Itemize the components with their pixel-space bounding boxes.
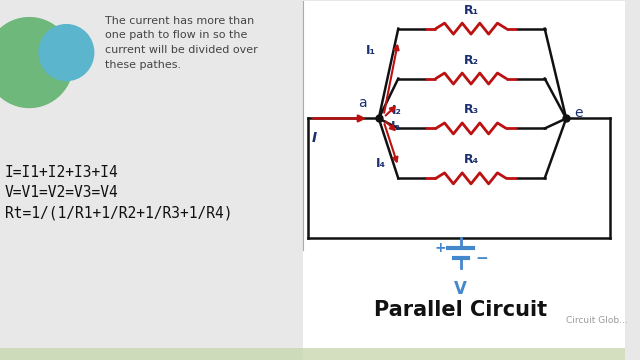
Text: e: e xyxy=(574,107,582,121)
Text: Parallel Circuit: Parallel Circuit xyxy=(374,300,547,320)
Text: V: V xyxy=(454,280,467,298)
Text: I=I1+I2+I3+I4: I=I1+I2+I3+I4 xyxy=(5,165,118,180)
Text: a: a xyxy=(358,96,367,111)
Text: V=V1=V2=V3=V4: V=V1=V2=V3=V4 xyxy=(5,185,118,200)
Text: −: − xyxy=(476,251,488,266)
Text: R₃: R₃ xyxy=(463,103,479,117)
Text: I: I xyxy=(312,131,317,145)
Circle shape xyxy=(39,24,93,81)
Text: +: + xyxy=(435,241,446,255)
Text: I₁: I₁ xyxy=(366,44,376,57)
Text: I₂: I₂ xyxy=(392,104,401,117)
Text: The current has more than
one path to flow in so the
current will be divided ove: The current has more than one path to fl… xyxy=(106,15,258,70)
Circle shape xyxy=(0,18,73,108)
Text: R₂: R₂ xyxy=(463,54,479,67)
Text: I₄: I₄ xyxy=(376,157,386,170)
Text: I₃: I₃ xyxy=(391,120,401,133)
FancyBboxPatch shape xyxy=(303,1,625,360)
Text: Rt=1/(1/R1+1/R2+1/R3+1/R4): Rt=1/(1/R1+1/R2+1/R3+1/R4) xyxy=(5,205,232,220)
Text: R₄: R₄ xyxy=(463,153,479,166)
Text: R₁: R₁ xyxy=(463,4,479,17)
FancyBboxPatch shape xyxy=(0,348,625,360)
Text: Circuit Glob...: Circuit Glob... xyxy=(566,316,628,325)
